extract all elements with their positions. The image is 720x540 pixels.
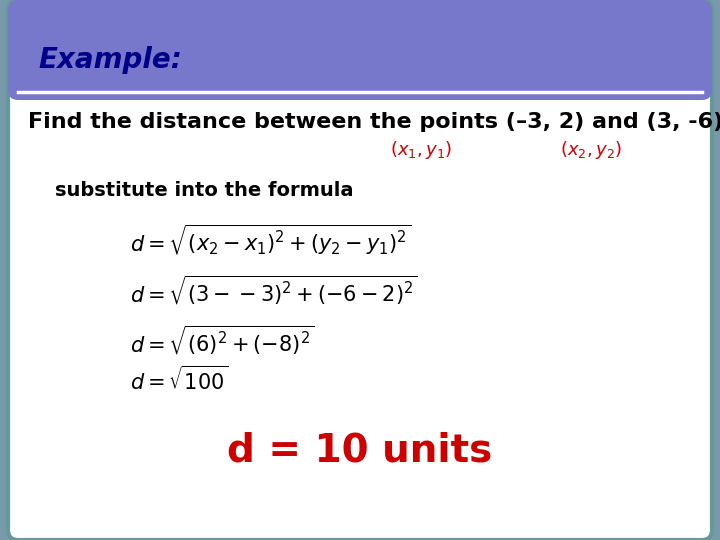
Text: $(x_1, y_1)$: $(x_1, y_1)$ bbox=[390, 139, 452, 161]
Text: $d = \sqrt{(6)^2 + (-8)^2}$: $d = \sqrt{(6)^2 + (-8)^2}$ bbox=[130, 323, 315, 357]
Text: $d = \sqrt{100}$: $d = \sqrt{100}$ bbox=[130, 366, 228, 394]
Text: $d = \sqrt{(x_2 - x_1)^2 + (y_2 - y_1)^2}$: $d = \sqrt{(x_2 - x_1)^2 + (y_2 - y_1)^2… bbox=[130, 222, 411, 258]
FancyBboxPatch shape bbox=[8, 0, 712, 100]
Text: Find the distance between the points (–3, 2) and (3, ‑6): Find the distance between the points (–3… bbox=[28, 112, 720, 132]
FancyBboxPatch shape bbox=[8, 0, 712, 540]
Text: substitute into the formula: substitute into the formula bbox=[55, 180, 354, 199]
Text: $d = \sqrt{(3--3)^2 + (-6-2)^2}$: $d = \sqrt{(3--3)^2 + (-6-2)^2}$ bbox=[130, 273, 418, 307]
Text: d = 10 units: d = 10 units bbox=[228, 431, 492, 469]
Text: $(x_2, y_2)$: $(x_2, y_2)$ bbox=[560, 139, 622, 161]
Text: Example:: Example: bbox=[38, 46, 182, 74]
Bar bbox=[18, 60, 702, 90]
